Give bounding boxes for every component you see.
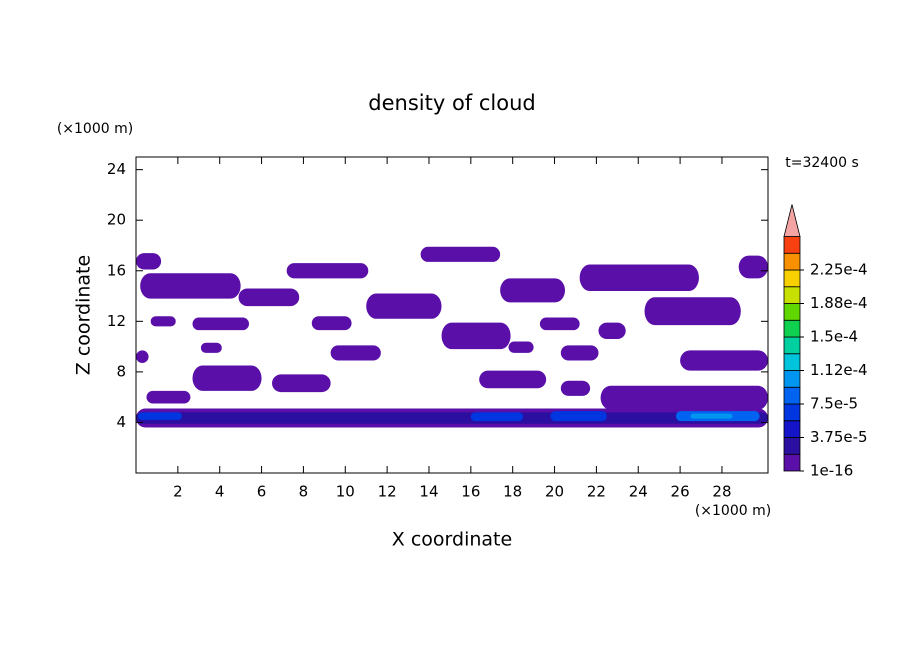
colorbar-segment (783, 319, 801, 338)
y-tick-label: 16 (107, 261, 126, 279)
y-tick-label: 20 (107, 211, 126, 229)
x-unit: (×1000 m) (695, 503, 771, 519)
contour-region (140, 273, 241, 299)
x-tick-label: 2 (173, 483, 183, 501)
contour-region (600, 385, 768, 410)
plot-frame (135, 156, 769, 474)
annotation: t=32400 s (785, 155, 859, 171)
colorbar-segment (783, 236, 801, 254)
contour-region (508, 341, 534, 353)
contour-region (579, 264, 699, 291)
x-tick-label: 20 (545, 483, 564, 501)
contour-region (272, 374, 331, 393)
contour-region (470, 412, 524, 422)
contour-region (136, 253, 162, 270)
y-tick-label: 4 (116, 413, 126, 431)
contour-region (644, 297, 741, 326)
colorbar-segment (783, 386, 801, 405)
x-tick-label: 16 (461, 483, 480, 501)
x-tick-label: 6 (257, 483, 267, 501)
x-tick-label: 28 (712, 483, 731, 501)
x-tick-label: 8 (299, 483, 309, 501)
x-axis-label: X coordinate (392, 529, 512, 551)
x-tick-label: 18 (503, 483, 522, 501)
contour-region (136, 412, 768, 424)
contour-region (286, 263, 369, 279)
contour-region (420, 246, 501, 262)
contour-region (146, 390, 191, 404)
colorbar-extension (783, 204, 801, 237)
contour-region (200, 342, 222, 353)
contour-region (690, 413, 733, 419)
colorbar-segment (783, 353, 801, 371)
colorbar-segment (783, 269, 801, 288)
contour-region (680, 350, 768, 371)
colorbar-tick-label: 1e-16 (810, 462, 853, 480)
colorbar-segment (783, 370, 801, 388)
contour-region (150, 316, 176, 327)
contour-region (738, 255, 768, 279)
plot-area (136, 246, 768, 428)
colorbar-segment (783, 303, 801, 321)
contour-region (138, 412, 183, 420)
colorbar-segment (783, 336, 801, 355)
colorbar-segment (783, 286, 801, 304)
contour-region (311, 316, 352, 331)
colorbar-segment (783, 252, 801, 271)
colorbar-segment (783, 420, 801, 438)
contour-region (598, 322, 626, 340)
contour-region (560, 345, 599, 361)
colorbar-tick-label: 1.12e-4 (810, 361, 868, 379)
contour-region (136, 350, 149, 364)
contour-region (500, 278, 566, 303)
y-unit: (×1000 m) (57, 121, 133, 137)
colorbar-tick-label: 2.25e-4 (810, 261, 868, 279)
colorbar-tick-label: 3.75e-5 (810, 428, 868, 446)
contour-region (238, 288, 300, 307)
contour-region (441, 322, 511, 350)
y-axis-label: Z coordinate (73, 255, 95, 375)
y-tick-label: 24 (107, 160, 126, 178)
contour-region (479, 370, 547, 389)
colorbar-tick-label: 1.88e-4 (810, 294, 868, 312)
x-tick-label: 12 (378, 483, 397, 501)
y-tick-label: 8 (116, 362, 126, 380)
contour-region (192, 317, 250, 331)
x-tick-label: 26 (671, 483, 690, 501)
x-tick-label: 4 (215, 483, 225, 501)
contour-region (560, 380, 591, 396)
x-tick-label: 10 (336, 483, 355, 501)
chart-title: density of cloud (368, 91, 535, 115)
contour-region (539, 317, 580, 331)
contour-region (330, 345, 381, 361)
contour-region (366, 293, 442, 319)
colorbar-tick-label: 7.5e-5 (810, 395, 858, 413)
x-tick-label: 24 (629, 483, 648, 501)
colorbar-segment (783, 453, 801, 472)
y-tick-label: 12 (107, 312, 126, 330)
colorbar-tick-label: 1.5e-4 (810, 328, 858, 346)
colorbar-segment (783, 437, 801, 455)
contour-region (550, 411, 607, 422)
colorbar-segment (783, 403, 801, 422)
contour-region (192, 365, 262, 391)
x-tick-label: 22 (587, 483, 606, 501)
x-tick-label: 14 (419, 483, 438, 501)
